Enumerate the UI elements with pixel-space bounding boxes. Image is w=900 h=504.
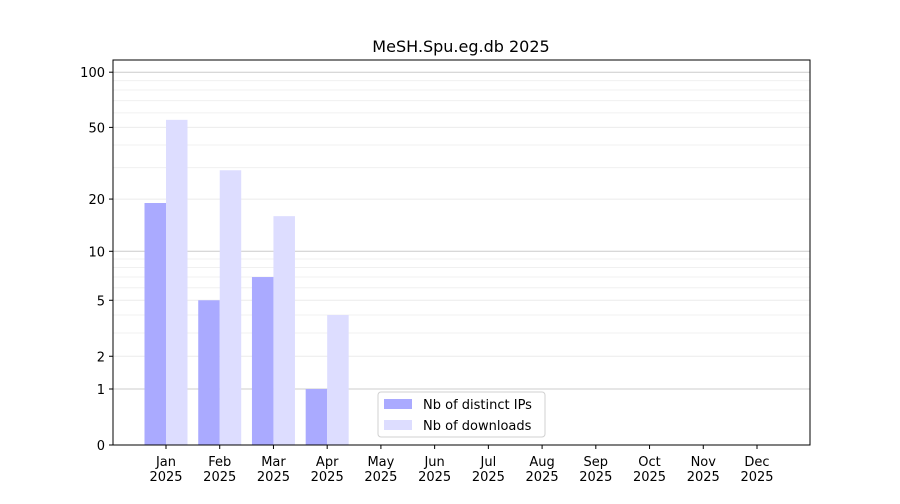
y-tick-label: 100 bbox=[80, 66, 105, 81]
y-tick-label: 20 bbox=[88, 193, 105, 208]
legend-swatch bbox=[384, 399, 412, 409]
legend-label: Nb of distinct IPs bbox=[423, 398, 532, 413]
x-tick-label: Jun bbox=[423, 455, 444, 470]
x-tick-label: Apr bbox=[316, 455, 339, 470]
x-tick-label: 2025 bbox=[633, 470, 666, 485]
x-tick-label: 2025 bbox=[418, 470, 451, 485]
x-tick-label: Oct bbox=[638, 455, 660, 470]
x-tick-label: 2025 bbox=[311, 470, 344, 485]
bar-ips bbox=[144, 203, 166, 445]
x-tick-label: Nov bbox=[691, 455, 717, 470]
bar-downloads bbox=[273, 216, 295, 445]
chart-title: MeSH.Spu.eg.db 2025 bbox=[372, 37, 549, 56]
x-tick-label: Aug bbox=[529, 455, 554, 470]
y-tick-label: 0 bbox=[97, 439, 105, 454]
y-tick-label: 1 bbox=[97, 383, 105, 398]
bar-ips bbox=[198, 300, 220, 445]
bar-ips bbox=[305, 389, 328, 445]
x-tick-label: 2025 bbox=[740, 470, 773, 485]
x-tick-label: 2025 bbox=[203, 470, 236, 485]
y-tick-label: 50 bbox=[88, 121, 105, 136]
x-tick-label: Feb bbox=[208, 455, 231, 470]
x-tick-label: Sep bbox=[584, 455, 609, 470]
y-tick-label: 2 bbox=[97, 350, 105, 365]
x-tick-label: Mar bbox=[261, 455, 286, 470]
legend-label: Nb of downloads bbox=[423, 419, 532, 434]
bar-downloads bbox=[327, 314, 349, 445]
y-tick-label: 5 bbox=[97, 294, 105, 309]
x-tick-label: 2025 bbox=[526, 470, 559, 485]
bar-ips bbox=[251, 277, 274, 445]
bar-downloads bbox=[219, 170, 242, 446]
legend-box bbox=[377, 391, 546, 438]
x-tick-label: Jan bbox=[155, 455, 176, 470]
y-tick-label: 10 bbox=[88, 245, 105, 260]
x-tick-label: 2025 bbox=[579, 470, 612, 485]
x-tick-label: Jul bbox=[480, 455, 497, 470]
plot-frame bbox=[112, 59, 811, 446]
x-tick-label: 2025 bbox=[687, 470, 720, 485]
x-tick-label: 2025 bbox=[257, 470, 290, 485]
legend-swatch bbox=[384, 420, 412, 430]
x-tick-label: May bbox=[367, 455, 394, 470]
x-tick-label: Dec bbox=[744, 455, 769, 470]
x-tick-label: 2025 bbox=[364, 470, 397, 485]
x-tick-label: 2025 bbox=[472, 470, 505, 485]
bar-downloads bbox=[166, 119, 188, 445]
x-tick-label: 2025 bbox=[149, 470, 182, 485]
